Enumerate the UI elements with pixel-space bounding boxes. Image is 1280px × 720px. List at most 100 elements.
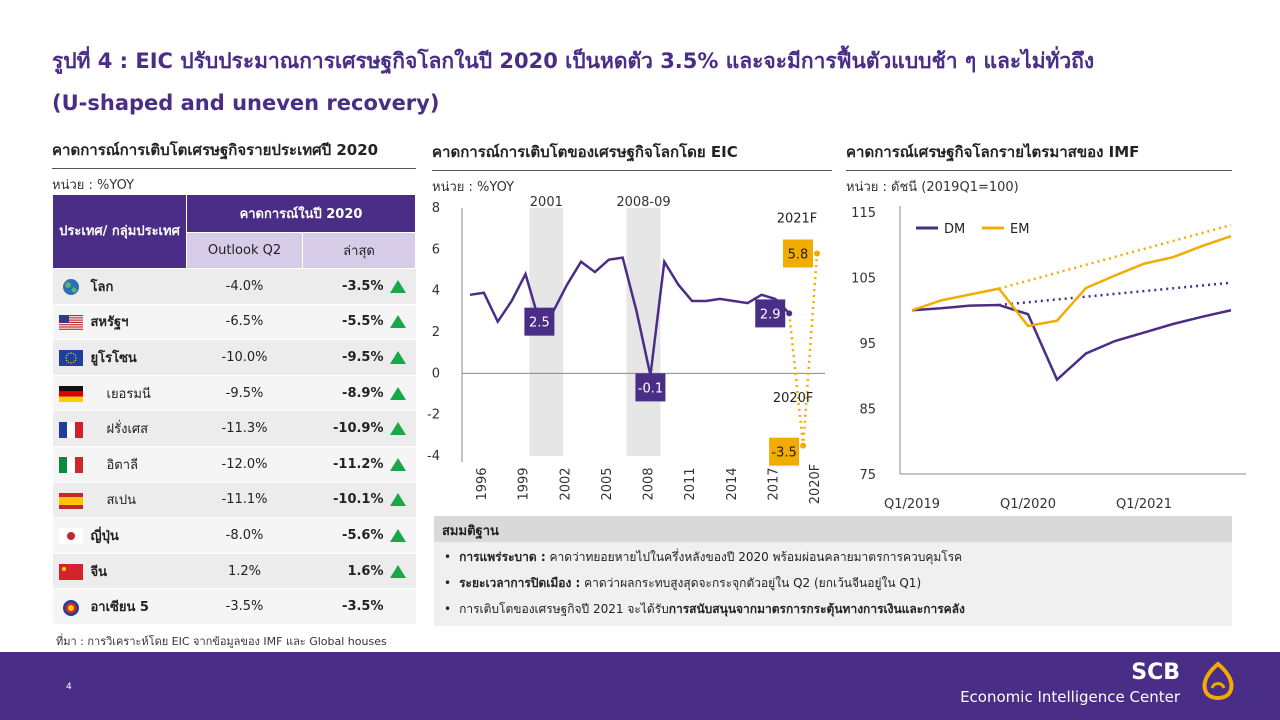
assumption-label: ระยะเวลาการปิดเมือง :	[459, 576, 581, 590]
outlook-value: -11.1%	[186, 482, 303, 519]
country-name: เยอรมนี	[106, 386, 151, 402]
chart3-heading: คาดการณ์เศรษฐกิจโลกรายไตรมาสของ IMF	[846, 140, 1232, 171]
assumption-text: คาดว่าผลกระทบสูงสุดจะกระจุกตัวอยู่ใน Q2 …	[580, 576, 922, 590]
country-cell: เยอรมนี	[52, 375, 187, 412]
legend-label: EM	[1010, 222, 1029, 237]
latest-cell: -10.1%	[302, 482, 416, 519]
table-body: โลก -4.0% -3.5% สหรัฐฯ -6.5% -5.5% ยูโรโซน -10.…	[52, 268, 416, 625]
flag-jp-icon	[58, 528, 83, 545]
latest-cell: -11.2%	[302, 446, 416, 483]
flag-fr-icon	[58, 421, 83, 438]
country-name: ฝรั่งเศส	[106, 422, 149, 438]
country-forecast-table: ประเทศ/ กลุ่มประเทศ คาดการณ์ในปี 2020 Ou…	[52, 194, 416, 625]
forecast-line	[787, 253, 819, 446]
assumptions-heading: สมมติฐาน	[434, 516, 1232, 542]
latest-cell: -3.5%	[302, 268, 416, 305]
table-row: ยูโรโซน -10.0% -9.5%	[52, 339, 416, 376]
outlook-value: -8.0%	[186, 517, 303, 554]
col-forecast-header: คาดการณ์ในปี 2020	[186, 194, 416, 233]
country-name: ยูโรโซน	[90, 350, 137, 366]
x-tick-label: 2020F	[808, 464, 823, 505]
col-latest-header: ล่าสุด	[302, 232, 416, 269]
latest-cell: -5.6%	[302, 517, 416, 554]
latest-value: -3.5%	[342, 599, 384, 615]
y-tick-label: 2	[432, 325, 440, 340]
y-tick-label: 95	[859, 337, 876, 352]
country-cell: ญี่ปุ่น	[52, 517, 187, 554]
brand-logo-text: SCB	[1131, 660, 1180, 685]
forecast-point	[800, 442, 807, 449]
data-label: -3.5	[771, 446, 796, 461]
y-tick-label: 115	[851, 206, 876, 221]
data-label: 5.8	[788, 247, 809, 262]
source-note: ที่มา : การวิเคราะห์โดย EIC จากข้อมูลของ…	[56, 635, 387, 648]
flag-es-icon	[58, 492, 83, 509]
outlook-value: -3.5%	[186, 588, 303, 625]
latest-cell: 1.6%	[302, 553, 416, 590]
country-name: อิตาลี	[106, 457, 139, 473]
up-arrow-icon	[389, 493, 406, 507]
assumption-emphasis: การสนับสนุนจากมาตรการกระตุ้นทางการเงินแล…	[668, 602, 965, 616]
country-name: โลก	[90, 279, 114, 295]
flag-asean-icon	[62, 599, 79, 616]
latest-value: -10.1%	[333, 492, 384, 508]
series-line-dm	[911, 303, 1232, 382]
country-name: สหรัฐฯ	[90, 315, 129, 331]
y-tick-label: -4	[427, 449, 440, 464]
y-tick-label: 8	[432, 201, 440, 216]
flag-it-icon	[58, 457, 83, 474]
table-row: เยอรมนี -9.5% -8.9%	[52, 375, 416, 412]
assumption-item: การเติบโตของเศรษฐกิจปี 2021 จะได้รับการส…	[444, 598, 965, 624]
latest-cell: -10.9%	[302, 410, 416, 447]
flag-de-icon	[58, 386, 83, 403]
assumptions-list: การแพร่ระบาด : คาดว่าทยอยหายไปในครึ่งหลั…	[444, 546, 965, 624]
table-row: อาเซียน 5 -3.5% -3.5%	[52, 588, 416, 625]
latest-cell: -8.9%	[302, 375, 416, 412]
country-cell: อิตาลี	[52, 446, 187, 483]
latest-value: -3.5%	[342, 278, 384, 294]
outlook-value: -9.5%	[186, 375, 303, 412]
latest-value: -5.6%	[342, 527, 384, 543]
y-tick-label: -2	[427, 408, 440, 423]
series-line-em	[911, 235, 1232, 328]
latest-value: -11.2%	[333, 456, 384, 472]
table-row: ฝรั่งเศส -11.3% -10.9%	[52, 410, 416, 447]
scb-logo-icon	[1202, 661, 1234, 700]
up-arrow-icon	[389, 279, 406, 293]
growth-line	[469, 256, 791, 376]
data-label: -0.1	[638, 381, 663, 396]
flag-globe-icon	[62, 279, 79, 296]
page-number: 4	[66, 682, 72, 692]
title-line-1: รูปที่ 4 : EIC ปรับประมาณการเศรษฐกิจโลกใ…	[52, 49, 1095, 73]
up-arrow-icon	[389, 350, 406, 364]
country-cell: ฝรั่งเศส	[52, 410, 187, 447]
table-row: สเปน -11.1% -10.1%	[52, 482, 416, 519]
col-country-header: ประเทศ/ กลุ่มประเทศ	[52, 194, 187, 269]
imf-quarterly-chart: 75 85 95 105 115 Q1/2019 Q1/2020 Q1/2021 DM EM	[851, 206, 1246, 512]
country-name: ญี่ปุ่น	[90, 528, 119, 544]
country-cell: อาเซียน 5	[52, 588, 187, 625]
up-arrow-icon	[389, 422, 406, 436]
country-cell: จีน	[52, 553, 187, 590]
up-arrow-icon	[389, 564, 406, 578]
latest-value: -8.9%	[342, 385, 384, 401]
table-row: จีน 1.2% 1.6%	[52, 553, 416, 590]
flag-us-icon	[58, 314, 83, 330]
x-tick-label: 2008	[642, 467, 657, 500]
assumption-item: การแพร่ระบาด : คาดว่าทยอยหายไปในครึ่งหลั…	[444, 546, 965, 572]
shade-label: 2001	[530, 195, 563, 210]
country-cell: สเปน	[52, 482, 187, 519]
assumption-label: การแพร่ระบาด :	[459, 550, 546, 564]
y-tick-label: 4	[432, 284, 440, 299]
forecast-label-2020: 2020F	[773, 391, 814, 406]
brand-subtitle: Economic Intelligence Center	[960, 688, 1180, 706]
outlook-value: -12.0%	[186, 446, 303, 483]
assumption-text: การเติบโตของเศรษฐกิจปี 2021 จะได้รับ	[459, 602, 669, 616]
table-row: อิตาลี -12.0% -11.2%	[52, 446, 416, 483]
trend-line-em	[998, 223, 1232, 290]
y-tick-label: 105	[851, 272, 876, 287]
y-tick-label: 85	[859, 403, 876, 418]
latest-cell: -5.5%	[302, 304, 416, 341]
country-name: จีน	[90, 564, 108, 580]
up-arrow-icon	[389, 386, 406, 400]
